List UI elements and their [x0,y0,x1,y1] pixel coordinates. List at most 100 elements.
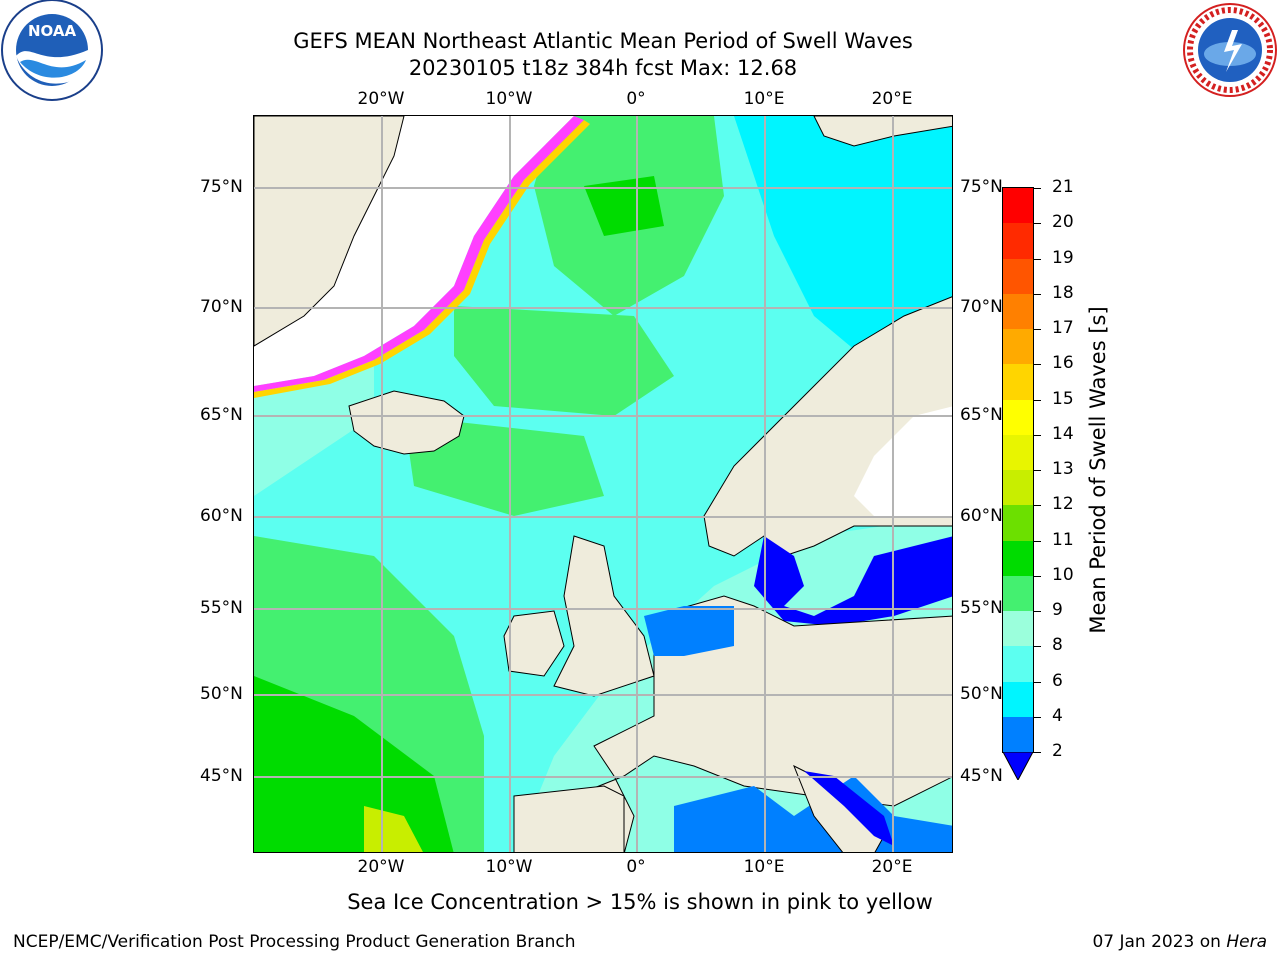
colorbar-arrow [1002,751,1034,782]
lat-label-left: 75°N [200,177,243,197]
lon-label-bottom: 10°W [485,857,533,877]
lat-label-right: 70°N [960,297,1003,317]
nws-logo [1180,0,1280,100]
chart-subtitle: 20230105 t18z 384h fcst Max: 12.68 [408,56,798,80]
greenland-land [254,116,405,347]
lon-label-top: 20°E [871,89,913,109]
great-britain-land [553,535,655,697]
map-canvas [254,116,952,852]
colorbar-tick-mark [1033,364,1041,366]
colorbar-segment [1003,646,1033,682]
lon-label-bottom: 0° [626,857,646,877]
lat-label-right: 50°N [960,684,1003,704]
colorbar-tick-label: 15 [1052,388,1074,409]
colorbar-tick-label: 20 [1052,212,1074,233]
colorbar-tick-mark [1033,611,1041,612]
colorbar-tick-mark [1033,505,1041,507]
footer-date: 07 Jan 2023 on Hera [1092,932,1267,952]
colorbar-segment [1003,329,1033,365]
colorbar-segment [1003,681,1033,718]
colorbar-tick-label: 12 [1052,494,1074,515]
colorbar-segment [1003,399,1033,436]
lat-label-left: 50°N [200,684,243,704]
swell-4-6-region [734,116,952,366]
lat-label-right: 45°N [960,766,1003,786]
colorbar-tick-label: 19 [1052,247,1074,268]
colorbar-tick-label: 8 [1052,635,1063,656]
lat-label-right: 65°N [960,405,1003,425]
colorbar-segment [1003,716,1033,753]
lon-label-top: 10°W [485,89,533,109]
lon-label-top: 10°E [743,89,785,109]
swell-12-13-region [364,806,423,852]
lat-label-right: 55°N [960,598,1003,618]
colorbar-tick-label: 10 [1052,564,1074,585]
colorbar-tick-mark [1033,258,1041,260]
colorbar-tick-mark [1033,681,1041,683]
lat-label-right: 75°N [960,177,1003,197]
colorbar-segment [1003,611,1033,647]
colorbar-tick-label: 4 [1052,705,1063,726]
lat-label-left: 60°N [200,506,243,526]
colorbar-tick-label: 9 [1052,600,1063,620]
iberia-land [513,785,625,852]
colorbar-segment [1003,470,1033,506]
colorbar-tick-mark [1033,470,1041,471]
svg-text:NOAA: NOAA [28,22,77,40]
lon-label-bottom: 10°E [743,857,785,877]
colorbar-tick-label: 13 [1052,459,1074,479]
colorbar-segment [1003,540,1033,577]
lat-label-left: 55°N [200,598,243,618]
colorbar-segment [1003,223,1033,259]
gulf-of-bothnia-ice-free [854,406,952,516]
lat-label-left: 65°N [200,405,243,425]
colorbar-tick-mark [1033,293,1041,295]
colorbar-tick-mark [1033,188,1041,189]
colorbar-tick-mark [1033,646,1041,648]
colorbar-segment [1003,364,1033,400]
ireland-land [503,610,565,677]
colorbar-segment [1003,505,1033,541]
baltic-swell-2-4 [754,536,952,626]
swell-10-11-region [254,676,454,852]
colorbar-tick-label: 21 [1052,177,1074,197]
colorbar-tick-label: 14 [1052,423,1074,444]
colorbar-tick-label: 2 [1052,741,1063,761]
adriatic-swell-2-4 [804,771,894,846]
colorbar-segment [1003,188,1033,224]
colorbar-tick-mark [1033,716,1041,718]
map-graticule [254,116,952,852]
sea-ice-caption: Sea Ice Concentration > 15% is shown in … [347,890,933,914]
lon-label-top: 20°W [357,89,405,109]
colorbar-tick-label: 11 [1052,529,1074,550]
colorbar-tick-label: 18 [1052,282,1074,303]
north-sea-swell-2-4 [644,606,734,656]
sea-ice-edge [254,116,584,392]
colorbar-tick-mark [1033,575,1041,577]
colorbar-segment [1003,434,1033,471]
swell-9-10-region [404,416,604,516]
footer-date-text: 07 Jan 2023 on [1092,932,1227,952]
colorbar-tick-label: 16 [1052,353,1074,374]
lat-label-left: 45°N [200,766,243,786]
colorbar-segment [1003,293,1033,330]
sea-ice-edge-yellow [254,120,590,398]
colorbar-segment [1003,258,1033,295]
footer-host: Hera [1226,932,1267,952]
colorbar-tick-mark [1033,223,1041,225]
colorbar-tick-mark [1033,434,1041,436]
colorbar-label: Mean Period of Swell Waves [s] [1086,306,1110,634]
colorbar-tick-mark [1033,329,1041,330]
colorbar-tick-label: 17 [1052,318,1074,338]
colorbar-tick-mark [1033,399,1041,401]
lon-label-bottom: 20°E [871,857,913,877]
colorbar-tick-label: 6 [1052,670,1063,691]
chart-title: GEFS MEAN Northeast Atlantic Mean Period… [293,29,913,53]
swell-10-11-region [584,176,664,236]
colorbar [1002,187,1034,753]
lat-label-left: 70°N [200,297,243,317]
iceland-land [348,390,465,455]
footer-branch: NCEP/EMC/Verification Post Processing Pr… [13,932,576,952]
colorbar-tick-mark [1033,540,1041,542]
lat-label-right: 60°N [960,506,1003,526]
